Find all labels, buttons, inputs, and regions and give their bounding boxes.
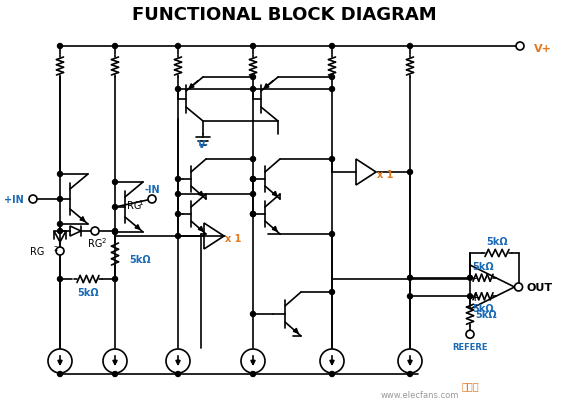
Circle shape	[407, 275, 412, 281]
Circle shape	[329, 157, 335, 162]
Text: 5kΩ: 5kΩ	[472, 261, 494, 271]
Circle shape	[329, 75, 335, 80]
Text: 5kΩ: 5kΩ	[129, 254, 151, 264]
Circle shape	[250, 75, 256, 80]
Circle shape	[250, 312, 256, 317]
Circle shape	[176, 212, 181, 217]
Text: -: -	[473, 272, 477, 285]
Circle shape	[48, 349, 72, 373]
Circle shape	[57, 371, 62, 377]
Circle shape	[57, 172, 62, 177]
Text: REFERE: REFERE	[452, 342, 488, 351]
Circle shape	[112, 205, 118, 210]
Text: 2: 2	[54, 245, 59, 252]
Text: RG: RG	[127, 200, 141, 211]
Circle shape	[250, 157, 256, 162]
Circle shape	[166, 349, 190, 373]
Circle shape	[112, 277, 118, 282]
Circle shape	[148, 196, 156, 203]
Circle shape	[250, 177, 256, 182]
Circle shape	[515, 284, 523, 291]
Circle shape	[176, 177, 181, 182]
Circle shape	[516, 43, 524, 51]
Circle shape	[29, 196, 37, 203]
Text: 5kΩ: 5kΩ	[475, 309, 497, 320]
Circle shape	[112, 229, 118, 234]
Circle shape	[57, 222, 62, 227]
Text: 1: 1	[138, 200, 143, 205]
Circle shape	[57, 197, 62, 202]
Circle shape	[320, 349, 344, 373]
Circle shape	[407, 294, 412, 299]
Circle shape	[250, 87, 256, 92]
Text: V+: V+	[534, 44, 552, 54]
Text: V-: V-	[198, 140, 208, 149]
Circle shape	[407, 170, 412, 175]
Text: www.elecfans.com: www.elecfans.com	[381, 390, 459, 399]
Circle shape	[57, 229, 62, 234]
Circle shape	[329, 290, 335, 295]
Circle shape	[56, 247, 64, 256]
Text: 5kΩ: 5kΩ	[486, 237, 508, 246]
Circle shape	[250, 177, 256, 182]
Text: 5kΩ: 5kΩ	[77, 287, 99, 297]
Text: -IN: -IN	[144, 185, 160, 194]
Text: 电子友: 电子友	[461, 380, 479, 390]
Circle shape	[176, 45, 181, 49]
Circle shape	[250, 45, 256, 49]
Circle shape	[176, 192, 181, 197]
Circle shape	[241, 349, 265, 373]
Text: FUNCTIONAL BLOCK DIAGRAM: FUNCTIONAL BLOCK DIAGRAM	[132, 6, 436, 24]
Circle shape	[57, 277, 62, 282]
Circle shape	[112, 371, 118, 377]
Text: x 1: x 1	[377, 170, 393, 179]
Text: 2: 2	[102, 237, 106, 243]
Text: +IN: +IN	[4, 194, 24, 205]
Circle shape	[176, 371, 181, 377]
Circle shape	[407, 45, 412, 49]
Text: 5kΩ: 5kΩ	[472, 303, 494, 313]
Circle shape	[91, 228, 99, 235]
Circle shape	[466, 330, 474, 339]
Circle shape	[250, 212, 256, 217]
Circle shape	[250, 371, 256, 377]
Circle shape	[250, 192, 256, 197]
Circle shape	[112, 45, 118, 49]
Text: x 1: x 1	[225, 233, 241, 243]
Circle shape	[329, 87, 335, 92]
Circle shape	[467, 294, 473, 299]
Text: +: +	[470, 290, 481, 303]
Circle shape	[467, 275, 473, 281]
Circle shape	[329, 371, 335, 377]
Circle shape	[329, 232, 335, 237]
Text: OUT: OUT	[527, 282, 553, 292]
Circle shape	[398, 349, 422, 373]
Circle shape	[176, 87, 181, 92]
Circle shape	[407, 371, 412, 377]
Circle shape	[112, 180, 118, 185]
Circle shape	[112, 230, 118, 235]
Circle shape	[250, 212, 256, 217]
Circle shape	[103, 349, 127, 373]
Text: RG: RG	[30, 246, 44, 256]
Circle shape	[57, 45, 62, 49]
Text: RG: RG	[88, 239, 102, 248]
Circle shape	[329, 45, 335, 49]
Circle shape	[176, 234, 181, 239]
